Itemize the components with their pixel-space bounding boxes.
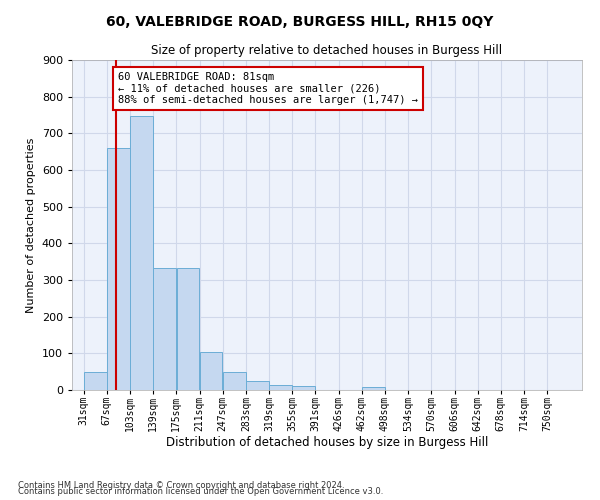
Bar (130, 116, 153, 390)
Bar (362, 387, 385, 390)
Bar (200, 352, 223, 390)
Title: Size of property relative to detached houses in Burgess Hill: Size of property relative to detached ho… (151, 44, 503, 58)
X-axis label: Distribution of detached houses by size in Burgess Hill: Distribution of detached houses by size … (166, 436, 488, 450)
Text: Contains HM Land Registry data © Crown copyright and database right 2024.: Contains HM Land Registry data © Crown c… (18, 481, 344, 490)
Bar (154, 268, 176, 390)
Y-axis label: Number of detached properties: Number of detached properties (26, 138, 36, 312)
Bar (84, 372, 107, 390)
Bar (107, 148, 130, 390)
Text: 60 VALEBRIDGE ROAD: 81sqm
← 11% of detached houses are smaller (226)
88% of semi: 60 VALEBRIDGE ROAD: 81sqm ← 11% of detac… (118, 72, 418, 105)
Bar (246, 381, 269, 390)
Text: Contains public sector information licensed under the Open Government Licence v3: Contains public sector information licen… (18, 487, 383, 496)
Bar (223, 372, 245, 390)
Bar (176, 268, 199, 390)
Text: 60, VALEBRIDGE ROAD, BURGESS HILL, RH15 0QY: 60, VALEBRIDGE ROAD, BURGESS HILL, RH15 … (106, 15, 494, 29)
Bar (269, 384, 292, 390)
Bar (292, 386, 315, 390)
